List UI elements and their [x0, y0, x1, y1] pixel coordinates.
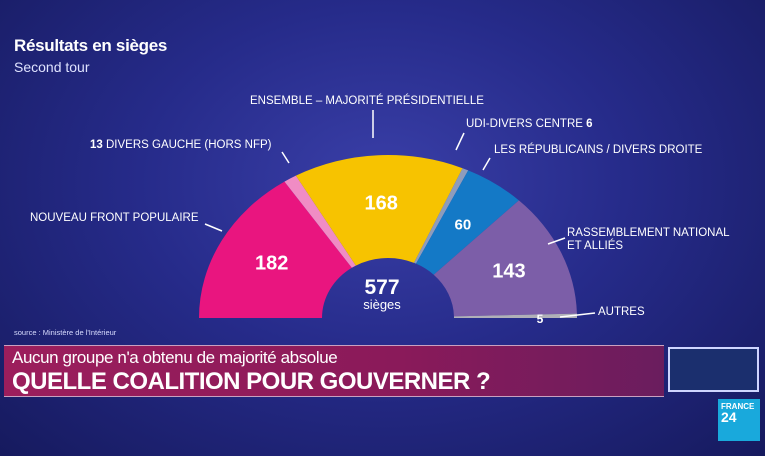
label-rn-1: RASSEMBLEMENT NATIONAL [567, 227, 730, 239]
logo-line1: FRANCE [721, 402, 755, 411]
value-lr: 60 [454, 216, 471, 233]
leader-line-nfp [204, 223, 223, 232]
banner-subheadline: Aucun groupe n'a obtenu de majorité abso… [12, 348, 338, 367]
chart-subtitle: Second tour [14, 59, 90, 75]
label-dg-name: DIVERS GAUCHE (HORS NFP) [106, 139, 272, 151]
leader-line-dg [281, 151, 290, 164]
value-ens: 168 [364, 192, 397, 214]
label-udi-value: 6 [586, 118, 593, 130]
label-dg-value: 13 [90, 139, 103, 151]
inset-video-box [668, 347, 759, 392]
arc-dg [284, 175, 356, 268]
label-autres: AUTRES [598, 306, 645, 318]
arc-ens [295, 155, 463, 266]
arc-nfp [199, 181, 352, 318]
label-ens: ENSEMBLE – MAJORITÉ PRÉSIDENTIELLE [250, 95, 484, 107]
arc-udi [414, 168, 469, 264]
lower-third-banner [4, 345, 664, 397]
label-dg: 13 DIVERS GAUCHE (HORS NFP) [90, 139, 272, 151]
chart-title: Résultats en sièges [14, 36, 168, 55]
france24-logo: FRANCE 24 [718, 399, 760, 441]
arc-autres [453, 313, 577, 318]
label-udi: UDI-DIVERS CENTRE 6 [466, 118, 593, 130]
label-rn-2: ET ALLIÉS [567, 240, 624, 252]
banner-headline: QUELLE COALITION POUR GOUVERNER ? [12, 368, 491, 395]
arc-lr [416, 170, 519, 275]
leader-line-udi [455, 132, 465, 151]
value-rn: 143 [492, 261, 525, 283]
logo-line2: 24 [721, 409, 737, 425]
label-udi-name: UDI-DIVERS CENTRE [466, 118, 583, 130]
label-lr: LES RÉPUBLICAINS / DIVERS DROITE [494, 144, 703, 156]
leader-line-lr [482, 157, 491, 171]
total-seats-label: sièges [363, 297, 401, 312]
value-autres: 5 [537, 312, 544, 326]
source-note: source : Ministère de l'Intérieur [14, 328, 117, 337]
leader-line-rn [547, 237, 566, 245]
value-nfp: 182 [255, 252, 288, 274]
arc-rn [433, 200, 577, 317]
total-seats-value: 577 [364, 276, 399, 299]
leader-line-autres [559, 312, 596, 318]
label-nfp: NOUVEAU FRONT POPULAIRE [30, 212, 199, 224]
